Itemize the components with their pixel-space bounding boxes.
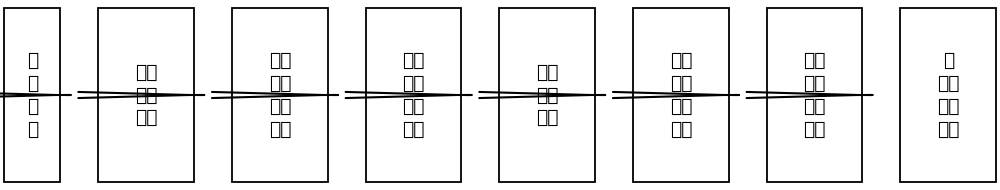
Bar xyxy=(900,8,996,182)
Bar xyxy=(366,8,461,182)
Text: 通道
转换
隔离
电路: 通道 转换 隔离 电路 xyxy=(803,51,826,139)
Text: 驱
动
信
号: 驱 动 信 号 xyxy=(27,51,38,139)
Text: 推挽
放大
驱动
电路: 推挽 放大 驱动 电路 xyxy=(670,51,692,139)
Text: 隔离
耦合
电路: 隔离 耦合 电路 xyxy=(536,63,558,127)
Bar xyxy=(232,8,328,182)
Text: 电流
缓冲
驱动
电路: 电流 缓冲 驱动 电路 xyxy=(269,51,291,139)
Text: 软
开关
驱动
电路: 软 开关 驱动 电路 xyxy=(937,51,959,139)
Bar xyxy=(767,8,862,182)
Text: 隔直
阻尼
消振
电路: 隔直 阻尼 消振 电路 xyxy=(402,51,425,139)
Bar xyxy=(499,8,595,182)
Text: 阻尼
消振
电路: 阻尼 消振 电路 xyxy=(135,63,158,127)
Bar xyxy=(633,8,729,182)
Bar xyxy=(4,8,60,182)
Bar xyxy=(98,8,194,182)
